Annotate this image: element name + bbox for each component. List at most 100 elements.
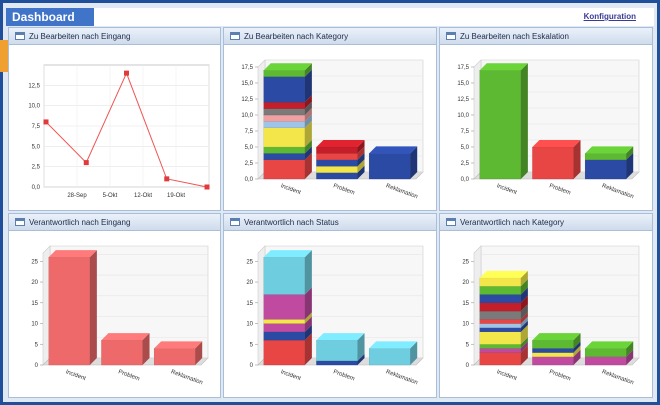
x-tick-label: Incident: [496, 369, 518, 382]
bar-segment: [532, 146, 574, 180]
panel-header[interactable]: Verantwortlich nach Eingang: [9, 214, 220, 231]
bar-side: [626, 349, 634, 365]
panel-header[interactable]: Zu Bearbeiten nach Eingang: [9, 28, 220, 45]
y-tick-label: 7,5: [461, 129, 470, 135]
bar-side: [573, 349, 581, 365]
y-tick-label: 5: [466, 342, 470, 348]
panel-header[interactable]: Verantwortlich nach Status: [224, 214, 436, 231]
y-tick-label: 2,5: [461, 161, 470, 167]
y-tick-label: 10,0: [241, 113, 253, 119]
bar-segment: [479, 294, 522, 303]
panel-eskalation: Zu Bearbeiten nach Eskalation 0,0 2,5 5,0 7…: [439, 27, 653, 211]
bar-top: [263, 250, 312, 258]
line-chart: 0,0 2,5 5,0 7,5 10,0 12,5 28-Sep 5-Okt 12-Okt 19-…: [28, 64, 210, 199]
bar-top: [101, 333, 150, 341]
bar-top: [316, 140, 365, 147]
x-tick-label: 12-Okt: [134, 193, 152, 199]
y-tick-label: 10: [31, 322, 38, 328]
data-point: [83, 160, 89, 166]
bar-side: [520, 320, 528, 332]
dashboard-title-tab[interactable]: Dashboard: [6, 8, 94, 26]
bar-side: [573, 341, 581, 353]
panel-verantwortlich-kategory: Verantwortlich nach Kategory 0 5 10 15 20 25 I…: [439, 213, 653, 398]
y-tick-label: 12,5: [28, 83, 40, 89]
y-tick-label: 5,0: [245, 145, 254, 151]
bar-side: [520, 312, 528, 324]
bar-side: [89, 250, 97, 365]
bar-top: [154, 341, 203, 349]
panel-title: Verantwortlich nach Status: [244, 218, 339, 227]
bar-side: [357, 140, 365, 154]
bar-side: [304, 101, 312, 115]
bar-segment: [101, 339, 143, 366]
window-icon: [15, 32, 25, 40]
y-tick-label: 17,5: [457, 65, 469, 71]
bar-segment: [263, 121, 306, 128]
panel-header[interactable]: Zu Bearbeiten nach Eskalation: [440, 28, 652, 45]
top-bar: [6, 8, 654, 26]
bar-segment: [263, 159, 306, 180]
panel-header[interactable]: Verantwortlich nach Kategory: [440, 214, 652, 231]
bar-side: [573, 333, 581, 349]
x-tick-label: Reklamation: [170, 369, 203, 386]
bar-side: [626, 152, 634, 179]
x-tick-label: 28-Sep: [67, 193, 87, 199]
bar-segment: [316, 166, 358, 173]
x-tick-label: Problem: [332, 183, 355, 196]
y-tick-label: 7,5: [32, 124, 41, 130]
bar-segment: [263, 146, 306, 154]
y-tick-label: 5: [35, 342, 39, 348]
bar-side: [304, 108, 312, 122]
bar-side: [304, 95, 312, 109]
bar-segment: [532, 352, 574, 357]
y-tick-label: 15,0: [241, 81, 253, 87]
y-tick-label: 15,0: [457, 81, 469, 87]
bar-segment: [263, 76, 306, 103]
bar-top: [316, 333, 365, 341]
y-tick-label: 10,0: [457, 113, 469, 119]
y-tick-label: 2,5: [32, 165, 41, 171]
panel-title: Verantwortlich nach Eingang: [29, 218, 131, 227]
x-tick-label: Incident: [280, 369, 302, 382]
y-tick-label: 10,0: [28, 104, 40, 110]
x-tick-label: Incident: [280, 183, 302, 196]
y-tick-label: 0: [250, 363, 254, 369]
x-tick-label: 5-Okt: [103, 193, 118, 199]
bar-side: [304, 63, 312, 77]
x-tick-label: Problem: [548, 369, 571, 382]
bar-segment: [479, 344, 522, 349]
bar-side: [304, 120, 312, 147]
x-tick-label: Incident: [65, 369, 87, 382]
y-tick-label: 17,5: [241, 65, 253, 71]
bar-top: [479, 270, 528, 278]
x-tick-label: Reklamation: [385, 369, 418, 386]
bar-side: [304, 312, 312, 324]
bar-segment: [479, 286, 522, 295]
y-tick-label: 2,5: [245, 161, 254, 167]
bar-segment: [479, 70, 522, 180]
bar-side: [520, 304, 528, 320]
bar-top: [585, 341, 634, 349]
bar-top: [532, 140, 581, 147]
panel-header[interactable]: Zu Bearbeiten nach Kategory: [224, 28, 436, 45]
y-tick-label: 5,0: [461, 145, 470, 151]
bar-segment: [368, 348, 411, 366]
bar-side: [357, 159, 365, 173]
bar-segment: [263, 102, 306, 109]
panel-title: Zu Bearbeiten nach Kategory: [244, 32, 349, 41]
data-point: [124, 70, 129, 76]
x-tick-label: Reklamation: [601, 183, 634, 200]
bar-top: [263, 63, 312, 71]
bar-segment: [479, 277, 522, 287]
bar-side: [304, 152, 312, 179]
y-tick-label: 15: [246, 301, 253, 307]
y-tick-label: 5: [250, 342, 254, 348]
y-tick-label: 12,5: [241, 97, 253, 103]
configuration-link[interactable]: Konfiguration: [583, 12, 636, 21]
y-tick-label: 20: [462, 280, 469, 286]
bar-side: [357, 146, 365, 160]
bar-chart: 0,0 2,5 5,0 7,5 10,0 12,5 15,0 17,5 Incident Prob…: [457, 59, 640, 200]
x-tick-label: Problem: [117, 369, 140, 382]
y-tick-label: 25: [462, 259, 469, 265]
bar-side: [626, 341, 634, 357]
